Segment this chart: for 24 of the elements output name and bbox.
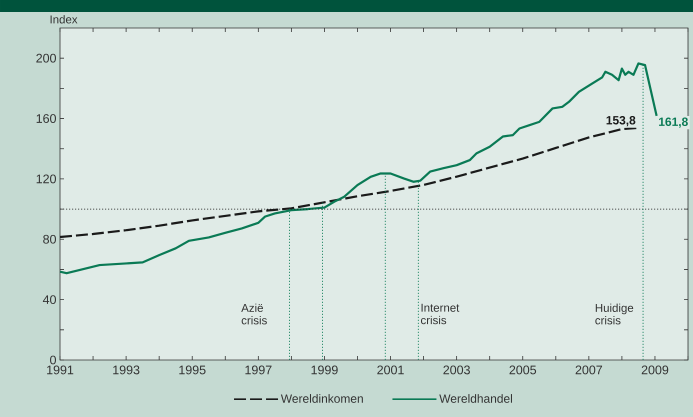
y-tick-label: 40	[42, 295, 56, 304]
ref-line-label: Azië crisis	[241, 304, 267, 324]
x-tick-label: 1997	[245, 366, 272, 374]
x-tick-label: 2009	[642, 366, 668, 374]
x-tick-label: 1993	[113, 366, 140, 374]
ref-line-label: Huidige crisis	[595, 304, 634, 324]
legend-label: Wereldinkomen	[280, 394, 363, 403]
x-tick-label: 1991	[47, 366, 74, 374]
x-tick-label: 2007	[576, 366, 602, 374]
x-tick-label: 1995	[179, 366, 206, 374]
legend-label: Wereldhandel	[439, 394, 512, 403]
annotation: 161,8	[659, 118, 688, 128]
x-tick-label: 2003	[443, 366, 470, 374]
x-tick-label: 1999	[312, 366, 338, 374]
y-tick-label: 80	[43, 234, 56, 244]
x-tick-label: 2005	[510, 366, 536, 374]
annotation: 153,8	[606, 116, 636, 126]
y-tick-label: 120	[36, 174, 56, 184]
y-tick-label: 0	[50, 356, 56, 364]
ref-line-label: Internet crisis	[420, 304, 460, 324]
y-tick-label: 160	[36, 114, 56, 123]
y-tick-label: 200	[36, 54, 56, 63]
y-axis-title: Index	[50, 15, 78, 24]
x-tick-label: 2001	[377, 366, 404, 374]
